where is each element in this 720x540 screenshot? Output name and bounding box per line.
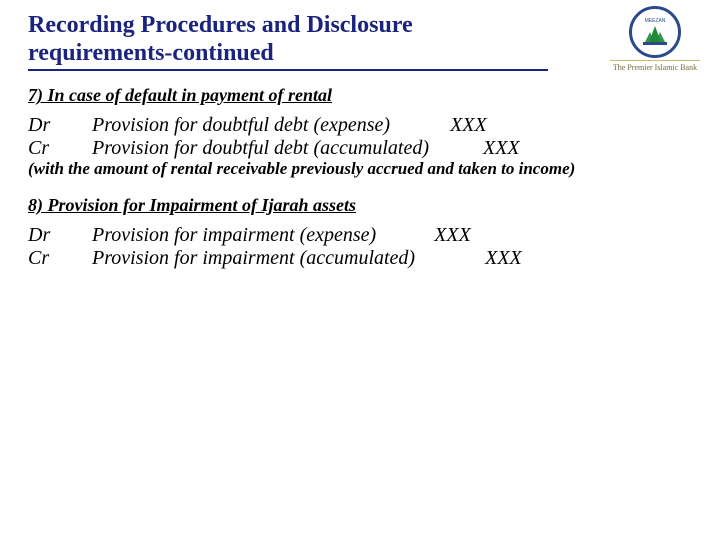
journal-row: Dr Provision for doubtful debt (expense)… xyxy=(28,114,692,137)
spacer xyxy=(429,137,483,160)
journal-row: Dr Provision for impairment (expense) XX… xyxy=(28,224,692,247)
logo-icon: MEEZAN xyxy=(635,12,675,52)
journal-row: Cr Provision for impairment (accumulated… xyxy=(28,247,692,270)
entry-description: Provision for impairment (accumulated) xyxy=(92,247,415,270)
bank-logo: MEEZAN The Premier Islamic Bank xyxy=(610,6,700,72)
spacer xyxy=(376,224,434,247)
drcr-label: Cr xyxy=(28,137,92,160)
amount: XXX xyxy=(483,137,520,160)
section-8-entries: Dr Provision for impairment (expense) XX… xyxy=(28,224,692,270)
drcr-label: Dr xyxy=(28,224,92,247)
drcr-label: Cr xyxy=(28,247,92,270)
amount: XXX xyxy=(450,114,487,137)
amount: XXX xyxy=(485,247,522,270)
journal-row: Cr Provision for doubtful debt (accumula… xyxy=(28,137,692,160)
spacer xyxy=(415,247,485,270)
section-7-entries: Dr Provision for doubtful debt (expense)… xyxy=(28,114,692,160)
section-8-heading: 8) Provision for Impairment of Ijarah as… xyxy=(28,195,692,216)
title-line-2: requirements-continued xyxy=(28,40,274,66)
spacer xyxy=(390,114,450,137)
logo-caption: The Premier Islamic Bank xyxy=(610,60,700,72)
entry-description: Provision for impairment (expense) xyxy=(92,224,376,247)
entry-description: Provision for doubtful debt (expense) xyxy=(92,114,390,137)
logo-badge: MEEZAN xyxy=(629,6,681,58)
logo-top-text: MEEZAN xyxy=(645,18,666,24)
page-title: Recording Procedures and Disclosure requ… xyxy=(28,12,548,71)
amount: XXX xyxy=(434,224,471,247)
drcr-label: Dr xyxy=(28,114,92,137)
slide-container: MEEZAN The Premier Islamic Bank Recordin… xyxy=(0,0,720,540)
title-line-1: Recording Procedures and Disclosure xyxy=(28,12,413,38)
entry-description: Provision for doubtful debt (accumulated… xyxy=(92,137,429,160)
section-7-note: (with the amount of rental receivable pr… xyxy=(28,160,692,179)
section-7-heading: 7) In case of default in payment of rent… xyxy=(28,85,692,106)
